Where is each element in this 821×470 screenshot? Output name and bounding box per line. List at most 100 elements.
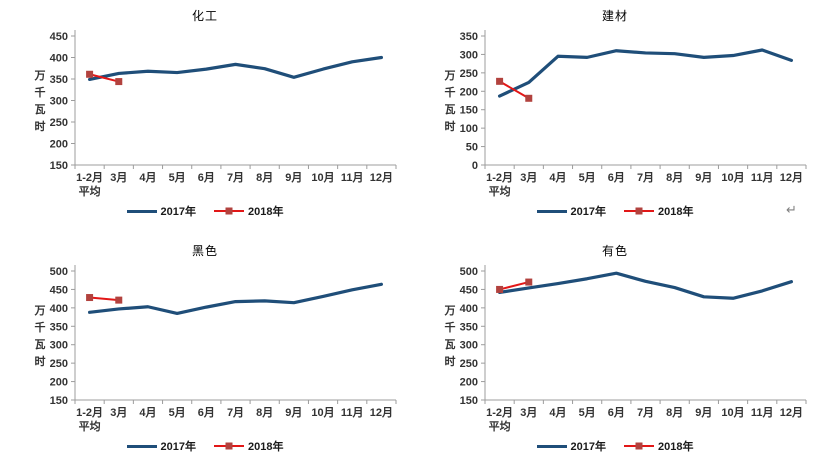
series-2018-marker (525, 94, 533, 102)
x-category-label: 12月 (370, 406, 393, 419)
series-2018-marker (86, 294, 94, 302)
legend-label-2018: 2018年 (248, 441, 284, 453)
y-tick-label: 150 (460, 395, 478, 407)
y-tick-label: 250 (50, 117, 68, 129)
y-tick-label: 250 (460, 358, 478, 370)
x-category-label: 12月 (370, 171, 393, 184)
y-tick-label: 200 (50, 377, 68, 389)
x-category-label-line2: 平均 (79, 184, 101, 198)
legend-label-2018: 2018年 (658, 441, 694, 453)
x-category-label: 4月 (549, 171, 566, 184)
legend: 2017年 2018年 (410, 203, 820, 219)
series-2017-line (497, 48, 794, 98)
y-tick-label: 450 (50, 31, 68, 43)
x-category-label: 5月 (169, 171, 186, 184)
legend-item-2017: 2017年 (536, 203, 606, 219)
legend-item-2018: 2018年 (624, 438, 693, 454)
x-category-label: 8月 (256, 406, 273, 419)
x-category-label: 7月 (227, 406, 244, 419)
chart-ferrous: 黑色 150 200 250 300 350 400 450 500 1-2月 3月 4月 5月 6月 7… (0, 235, 410, 470)
legend-label-2018: 2018年 (658, 206, 694, 218)
legend-2017-line-sample (536, 209, 567, 213)
y-tick-label: 300 (50, 340, 68, 352)
y-axis-title-char: 千 (35, 85, 46, 99)
legend-2018-line-sample (214, 207, 244, 215)
y-tick-label: 300 (460, 340, 478, 352)
legend-label-2017: 2017年 (570, 441, 606, 453)
legend-label-2017: 2017年 (570, 206, 606, 218)
chart-nonferrous: 有色 150 200 250 300 350 400 450 500 1-2月 3月 4月 5月 6月 7… (410, 235, 820, 470)
legend: 2017年 2018年 (0, 438, 410, 454)
x-category-label: 11月 (751, 171, 774, 184)
legend-2018-square-marker-icon (225, 207, 233, 215)
x-category-label-line2: 平均 (489, 419, 511, 433)
x-category-label: 9月 (285, 406, 302, 419)
legend-label-2018: 2018年 (248, 206, 284, 218)
y-tick-label: 200 (460, 377, 478, 389)
legend-label-2017: 2017年 (160, 206, 196, 218)
x-category-label: 10月 (721, 406, 744, 419)
y-tick-label: 50 (466, 142, 478, 154)
y-tick-label: 300 (50, 96, 68, 108)
x-category-label: 10月 (721, 171, 744, 184)
chart-building-materials: 建材 0 50 100 150 200 250 300 350 1-2月 3月 4月 5月 6月 7月 8月… (410, 0, 820, 235)
y-axis-title-char: 千 (35, 320, 46, 334)
chart-chemical: 化工 150 200 250 300 350 400 450 1-2月 3月 4月 5月 6月 7月 8月… (0, 0, 410, 235)
x-category-label: 5月 (169, 406, 186, 419)
y-axis-title-char: 时 (35, 119, 46, 133)
x-category-label: 8月 (256, 171, 273, 184)
legend-item-2017: 2017年 (126, 438, 196, 454)
y-tick-label: 450 (50, 284, 68, 296)
x-category-label: 9月 (695, 171, 712, 184)
x-category-label: 11月 (341, 171, 364, 184)
y-tick-label: 450 (460, 284, 478, 296)
legend-item-2018: 2018年 (624, 203, 693, 219)
x-category-label: 8月 (666, 406, 683, 419)
legend: 2017年 2018年 (0, 203, 410, 219)
x-category-label: 8月 (666, 171, 683, 184)
x-category-label: 9月 (695, 406, 712, 419)
y-tick-label: 400 (460, 303, 478, 315)
x-category-label: 6月 (198, 406, 215, 419)
x-category-label: 5月 (579, 406, 596, 419)
series-2017-line (87, 282, 384, 315)
x-category-label: 7月 (227, 171, 244, 184)
x-category-label: 11月 (341, 406, 364, 419)
y-tick-label: 250 (50, 358, 68, 370)
x-category-label: 6月 (608, 406, 625, 419)
y-axis-title-char: 瓦 (35, 338, 46, 351)
y-axis-title-char: 万 (444, 304, 456, 317)
y-tick-label: 350 (50, 74, 68, 86)
series-2018-marker (86, 70, 94, 78)
legend-label-2017: 2017年 (160, 441, 196, 453)
series-2017-line (87, 55, 384, 82)
y-tick-label: 300 (460, 49, 478, 61)
series-2018-line (498, 281, 530, 291)
series-2018-marker (115, 78, 123, 86)
x-category-label: 11月 (751, 406, 774, 419)
y-axis-title-char: 时 (445, 354, 456, 368)
x-category-label: 5月 (579, 171, 596, 184)
y-tick-label: 150 (50, 160, 68, 172)
chart-title: 化工 (191, 9, 218, 23)
y-axis-title-char: 时 (445, 119, 456, 133)
y-axis-title-char: 瓦 (445, 338, 456, 351)
legend-2018-line-sample (624, 442, 654, 450)
x-category-label: 3月 (110, 171, 127, 184)
x-category-label: 4月 (139, 171, 156, 184)
legend: 2017年 2018年 (410, 438, 820, 454)
x-category-label: 3月 (520, 406, 537, 419)
legend-2018-square-marker-icon (635, 442, 643, 450)
plot-area: 150 200 250 300 350 400 450 1-2月 3月 4月 5月 6月 7月 8月 9月 1… (34, 30, 397, 198)
legend-2018-square-marker-icon (225, 442, 233, 450)
plot-area: 150 200 250 300 350 400 450 500 1-2月 3月 4月 5月 6月 7月 8月… (34, 265, 397, 433)
y-tick-label: 0 (472, 160, 478, 172)
legend-2017-line-sample (126, 209, 157, 213)
y-tick-label: 350 (50, 321, 68, 333)
x-category-label: 7月 (637, 171, 654, 184)
series-2018-line (88, 296, 120, 302)
x-category-label: 6月 (608, 171, 625, 184)
y-tick-label: 400 (50, 303, 68, 315)
series-2018-marker (525, 278, 533, 286)
